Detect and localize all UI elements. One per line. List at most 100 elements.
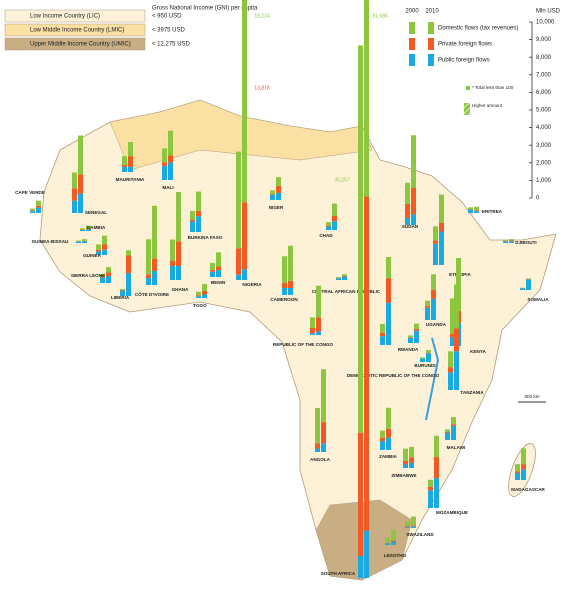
bar-segment	[386, 407, 391, 429]
bar-segment	[36, 205, 41, 208]
bar-segment	[521, 464, 526, 470]
bar-segment	[126, 255, 131, 274]
bar-segment	[454, 328, 459, 352]
bar-segment	[439, 222, 444, 232]
income-threshold: < 950 USD	[152, 14, 182, 20]
bar-segment	[146, 274, 151, 278]
bar-segment	[80, 228, 85, 230]
y-tick-label: 9,000	[536, 37, 552, 43]
bar-segment	[503, 241, 508, 243]
bar-segment	[106, 275, 111, 283]
country-label: SUDAN	[402, 224, 419, 229]
bar-segment	[434, 478, 439, 508]
income-swatch	[4, 23, 146, 37]
bar-segment	[86, 229, 91, 231]
bar-segment	[100, 274, 105, 277]
bar-segment	[190, 219, 195, 222]
bar-segment	[332, 215, 337, 222]
bar-segment	[128, 166, 133, 172]
bar-segment	[405, 520, 410, 527]
bar-segment	[190, 221, 195, 232]
y-tick-label: 3,000	[536, 143, 552, 149]
bar-segment	[326, 225, 331, 227]
bar-segment	[515, 464, 520, 472]
country-label: CAPE VERDE	[15, 190, 45, 195]
bar-segment	[100, 276, 105, 278]
legend-swatch	[409, 38, 415, 50]
country-label: CÔTE D'IVOIRE	[135, 290, 169, 297]
bar-segment	[391, 541, 396, 545]
country-label: ERITREA	[482, 209, 503, 214]
bar-segment	[434, 456, 439, 479]
bar-segment	[170, 260, 175, 266]
note-swatch	[466, 86, 470, 90]
bar-segment	[448, 372, 453, 390]
bar-segment	[342, 276, 347, 280]
y-tick-label: 1,000	[536, 178, 552, 184]
year-label: 2000	[405, 9, 419, 15]
bar-segment	[168, 155, 173, 163]
bar-segment	[170, 239, 175, 261]
bar-segment	[288, 280, 293, 288]
bar-segment	[405, 526, 410, 528]
y-tick-label: 2,000	[536, 160, 552, 166]
bar-segment	[426, 352, 431, 354]
country-label: LESOTHO	[384, 553, 407, 558]
bar-segment	[380, 323, 385, 333]
bar-segment	[411, 188, 416, 215]
country-label: ZIMBABWE	[391, 473, 416, 478]
bar-segment	[408, 337, 413, 343]
country-label: REPUBLIC OF THE CONGO	[273, 342, 334, 347]
bar-segment	[385, 543, 390, 545]
bar-segment	[414, 328, 419, 331]
bar-segment	[391, 530, 396, 541]
bar-segment	[72, 188, 77, 201]
bar-segment	[321, 369, 326, 423]
bar-segment	[515, 471, 520, 473]
bar-segment	[448, 367, 453, 373]
bar-segment	[152, 258, 157, 271]
bar-segment	[451, 424, 456, 426]
bar-segment	[120, 288, 125, 290]
y-tick-label: 10,000	[536, 20, 555, 26]
bar-segment	[210, 271, 215, 277]
bar-segment	[445, 432, 450, 433]
bar-segment	[310, 317, 315, 328]
bar-segment	[425, 307, 430, 320]
bar-segment	[82, 241, 87, 243]
bar-segment	[78, 193, 83, 213]
bar-segment	[146, 239, 151, 275]
bar-segment	[106, 272, 111, 276]
legend-swatch	[428, 22, 434, 34]
bar-segment	[468, 207, 473, 210]
year-label: 2010	[425, 9, 439, 15]
country-label: ZAMBIA	[379, 454, 398, 459]
bar-segment	[216, 252, 221, 267]
bar-segment	[431, 274, 436, 291]
bar-segment	[36, 207, 41, 213]
bar-segment	[270, 190, 275, 194]
annotation: 30,257	[334, 177, 350, 183]
bar-segment	[96, 244, 101, 250]
bar-segment	[450, 333, 455, 338]
bar-segment	[433, 226, 438, 241]
bar-segment	[445, 432, 450, 440]
bar-segment	[270, 193, 275, 195]
bar-segment	[342, 274, 347, 276]
bar-segment	[515, 472, 520, 480]
country-label: SIERRA LEONE	[71, 273, 105, 278]
bar-segment	[451, 417, 456, 425]
bar-segment	[76, 241, 81, 243]
bar-segment	[210, 262, 215, 270]
bar-segment	[526, 278, 531, 280]
bar-segment	[414, 330, 419, 343]
country-label: GAMBIA	[87, 225, 106, 230]
bar-segment	[168, 130, 173, 156]
bar-segment	[315, 408, 320, 444]
bar-segment	[316, 285, 321, 318]
bar-segment	[288, 287, 293, 295]
income-legend-label: Upper Middle Income Country (UMIC)	[30, 42, 131, 48]
bar-segment	[72, 200, 77, 213]
bar-segment	[242, 269, 247, 280]
bar-segment	[326, 226, 331, 230]
